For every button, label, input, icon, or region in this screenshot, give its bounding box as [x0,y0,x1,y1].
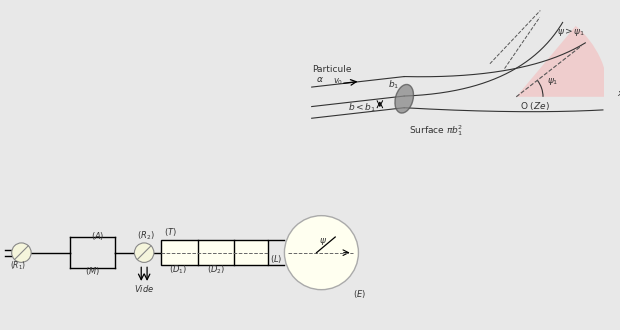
Text: $(L)$: $(L)$ [270,253,282,265]
Bar [161,240,268,265]
Text: Particule: Particule [312,65,351,75]
Text: $\psi > \psi_1$: $\psi > \psi_1$ [557,25,585,38]
Text: Surface $\pi b_1^2$: Surface $\pi b_1^2$ [409,123,464,138]
Text: $(D_1)$: $(D_1)$ [169,263,187,276]
Text: $(E)$: $(E)$ [353,288,366,301]
Text: $v_0$: $v_0$ [333,76,343,87]
Text: $(R_2)$: $(R_2)$ [137,229,155,242]
Wedge shape [516,26,609,97]
Text: O $(Ze)$: O $(Ze)$ [520,100,550,113]
Text: $\psi_1$: $\psi_1$ [547,76,559,87]
Circle shape [135,243,154,262]
Text: $\alpha$: $\alpha$ [316,75,324,84]
Text: $b < b_1$: $b < b_1$ [348,101,376,114]
Text: $b_1$: $b_1$ [388,78,399,90]
Text: $(D_2)$: $(D_2)$ [207,263,225,276]
Text: $(A)$: $(A)$ [91,230,104,242]
Text: $(T)$: $(T)$ [164,226,177,238]
Circle shape [285,215,358,290]
Ellipse shape [395,84,414,113]
Circle shape [12,243,31,262]
Text: $Vide$: $Vide$ [134,282,154,294]
Text: $\psi$: $\psi$ [319,236,327,247]
Text: $(M)$: $(M)$ [85,265,100,277]
Text: $(R_1)$: $(R_1)$ [11,259,27,272]
Text: $x$: $x$ [616,89,620,98]
